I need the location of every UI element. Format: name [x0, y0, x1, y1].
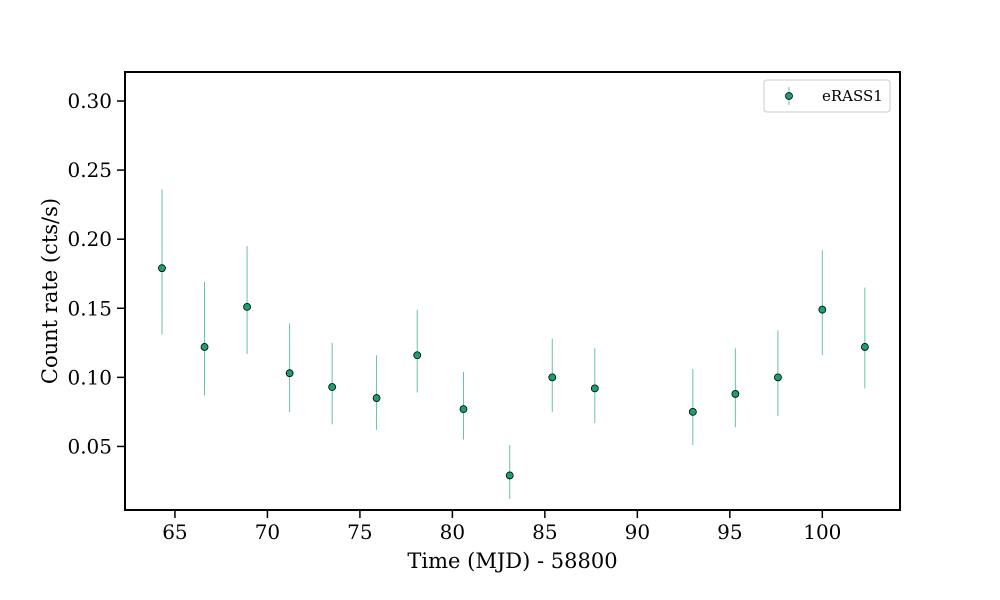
data-point: [731, 390, 740, 398]
data-point: [372, 394, 381, 402]
data-point: [200, 343, 209, 351]
legend-marker: [785, 92, 793, 100]
data-points: [158, 264, 869, 480]
data-point: [285, 369, 294, 378]
legend: eRASS1: [763, 79, 891, 113]
y-tick-label: 0.20: [67, 227, 112, 251]
data-point: [548, 373, 557, 382]
data-point: [243, 302, 251, 311]
legend-label: eRASS1: [822, 87, 883, 105]
x-tick-label: 90: [625, 520, 650, 544]
data-point: [590, 384, 599, 393]
x-tick-label: 75: [347, 520, 372, 544]
data-point: [459, 405, 468, 414]
data-point: [158, 264, 166, 273]
data-point: [774, 373, 782, 382]
data-point: [413, 351, 422, 360]
x-tick-label: 70: [255, 520, 280, 544]
data-point: [860, 343, 869, 351]
x-tick-label: 100: [803, 520, 841, 544]
x-axis: 65 70 75 80 85 90 95 100: [162, 510, 841, 544]
plot-frame: [124, 71, 901, 511]
data-point: [818, 305, 827, 314]
legend-box: [763, 79, 891, 113]
y-axis: 0.05 0.10 0.15 0.20 0.25 0.30: [67, 89, 125, 458]
x-axis-label: Time (MJD) - 58800: [407, 549, 617, 573]
data-point: [505, 471, 514, 480]
x-tick-label: 65: [162, 520, 187, 544]
x-tick-label: 85: [532, 520, 557, 544]
y-tick-label: 0.05: [67, 434, 112, 458]
y-tick-label: 0.25: [67, 158, 112, 182]
y-tick-label: 0.10: [67, 365, 112, 389]
x-tick-label: 80: [440, 520, 465, 544]
y-axis-label: Count rate (cts/s): [38, 198, 62, 384]
y-tick-label: 0.15: [67, 296, 112, 320]
error-bars: [161, 189, 866, 499]
x-tick-label: 95: [717, 520, 742, 544]
y-tick-label: 0.30: [67, 89, 112, 113]
data-point: [328, 383, 337, 391]
data-point: [688, 407, 697, 416]
